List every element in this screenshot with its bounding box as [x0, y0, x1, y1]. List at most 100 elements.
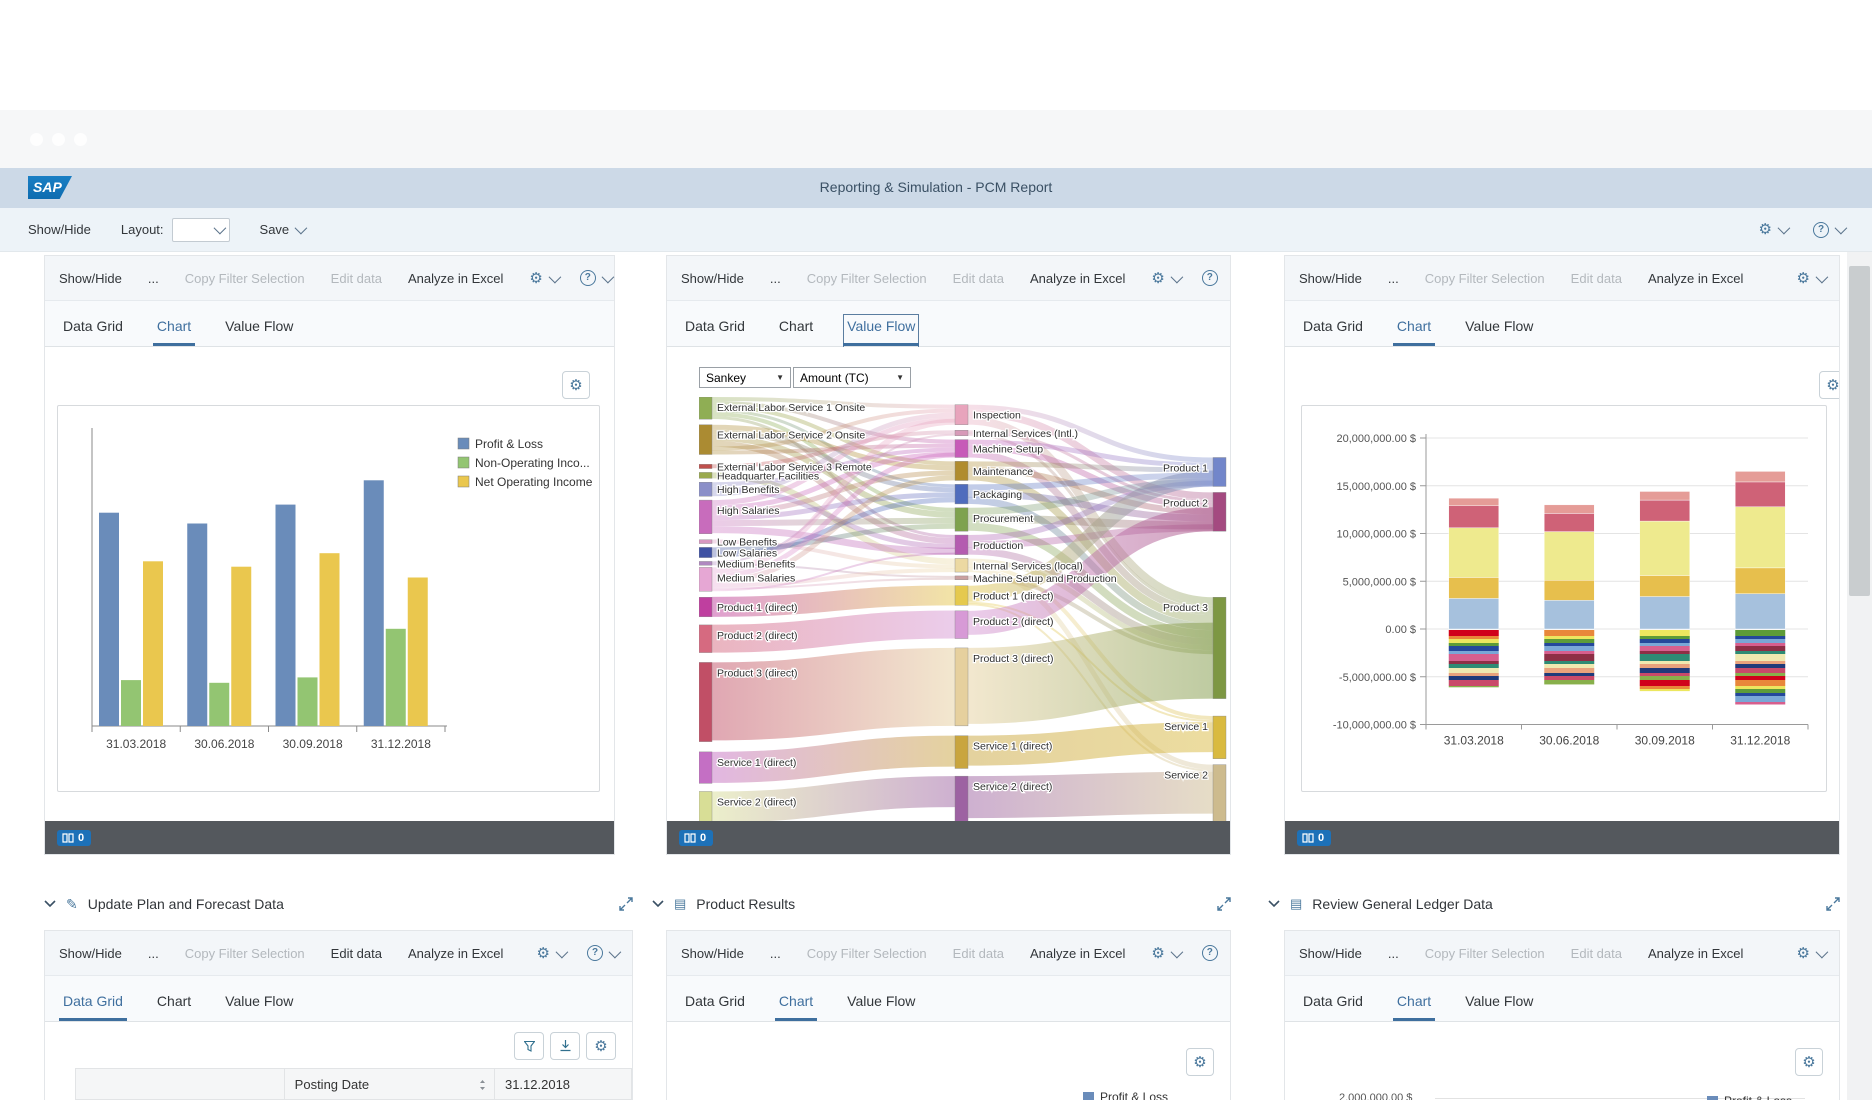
help-menu-button[interactable]: ? — [1813, 221, 1848, 238]
copy-filter-selection-button[interactable]: Copy Filter Selection — [184, 270, 305, 286]
show-hide-button[interactable]: Show/Hide — [59, 945, 122, 961]
sankey-measure-select[interactable]: Amount (TC) ▼ — [793, 367, 911, 388]
panel-settings-button[interactable]: ⚙ — [1151, 945, 1184, 961]
tab-chart[interactable]: Chart — [774, 993, 818, 1021]
show-hide-button[interactable]: Show/Hide — [28, 222, 91, 237]
svg-text:High Benefits: High Benefits — [717, 484, 779, 496]
layout-select[interactable] — [171, 217, 230, 242]
annotations-badge[interactable]: 0 — [1297, 829, 1332, 846]
expand-icon[interactable] — [1826, 897, 1840, 911]
panel-help-button[interactable]: ? — [587, 945, 622, 961]
annotations-badge[interactable]: 0 — [57, 829, 92, 846]
show-hide-button[interactable]: Show/Hide — [681, 945, 744, 961]
posting-date-header-cell[interactable]: Posting Date — [283, 1068, 495, 1100]
tab-chart[interactable]: Chart — [1392, 318, 1436, 346]
show-hide-button[interactable]: Show/Hide — [59, 270, 122, 286]
panel-settings-button[interactable]: ⚙ — [529, 270, 562, 286]
scrollbar-thumb[interactable] — [1849, 266, 1870, 596]
tab-value-flow[interactable]: Value Flow — [1465, 993, 1534, 1009]
analyze-in-excel-button[interactable]: Analyze in Excel — [408, 945, 504, 961]
panel-settings-button[interactable]: ⚙ — [1797, 270, 1829, 286]
panel-help-button[interactable]: ? — [579, 270, 615, 286]
tab-data-grid[interactable]: Data Grid — [63, 318, 123, 334]
window-control-dot[interactable] — [74, 133, 87, 146]
collapse-chevron-icon[interactable] — [652, 900, 664, 908]
analyze-in-excel-button[interactable]: Analyze in Excel — [1030, 945, 1126, 961]
table-header-row: Posting Date 31.12.2018 — [75, 1068, 633, 1100]
tab-data-grid[interactable]: Data Grid — [59, 993, 127, 1021]
collapse-chevron-icon[interactable] — [1268, 900, 1280, 908]
tab-chart[interactable]: Chart — [152, 318, 196, 346]
show-hide-button[interactable]: Show/Hide — [681, 270, 744, 286]
panel-settings-button[interactable]: ⚙ — [537, 945, 569, 961]
tab-chart[interactable]: Chart — [156, 993, 192, 1009]
overflow-button[interactable]: ... — [1387, 945, 1399, 961]
analyze-in-excel-button[interactable]: Analyze in Excel — [1648, 270, 1744, 286]
panel-settings-button[interactable]: ⚙ — [1797, 945, 1829, 961]
tab-data-grid[interactable]: Data Grid — [1303, 318, 1363, 334]
analyze-in-excel-button[interactable]: Analyze in Excel — [408, 270, 504, 286]
copy-filter-selection-button[interactable]: Copy Filter Selection — [1424, 270, 1545, 286]
tab-chart[interactable]: Chart — [778, 318, 814, 334]
panel-help-button[interactable]: ? — [1201, 270, 1218, 286]
copy-filter-selection-button[interactable]: Copy Filter Selection — [806, 945, 927, 961]
edit-data-button[interactable]: Edit data — [1570, 270, 1622, 286]
expand-icon[interactable] — [619, 897, 633, 911]
analyze-in-excel-button[interactable]: Analyze in Excel — [1648, 945, 1744, 961]
gear-icon: ⚙ — [1758, 221, 1772, 238]
expand-icon[interactable] — [1217, 897, 1231, 911]
panel-settings-button[interactable]: ⚙ — [1151, 270, 1184, 286]
tab-value-flow[interactable]: Value Flow — [843, 314, 920, 350]
tab-value-flow[interactable]: Value Flow — [1465, 318, 1534, 334]
panel-help-button[interactable]: ? — [1201, 945, 1218, 961]
annotations-badge[interactable]: 0 — [679, 829, 714, 846]
tab-data-grid[interactable]: Data Grid — [685, 993, 745, 1009]
gear-icon: ⚙ — [1826, 376, 1839, 394]
tab-value-flow[interactable]: Value Flow — [225, 993, 294, 1009]
grid-icon: ▤ — [674, 896, 687, 911]
show-hide-button[interactable]: Show/Hide — [1299, 270, 1362, 286]
tab-value-flow[interactable]: Value Flow — [847, 993, 916, 1009]
svg-text:31.12.2018: 31.12.2018 — [371, 737, 431, 751]
edit-data-button[interactable]: Edit data — [330, 270, 382, 286]
copy-filter-selection-button[interactable]: Copy Filter Selection — [184, 945, 305, 961]
copy-filter-selection-button[interactable]: Copy Filter Selection — [806, 270, 927, 286]
chart-settings-button[interactable]: ⚙ — [1819, 371, 1839, 399]
posting-date-value-cell[interactable]: 31.12.2018 — [493, 1068, 633, 1100]
settings-menu-button[interactable]: ⚙ — [1758, 221, 1791, 238]
tab-data-grid[interactable]: Data Grid — [1303, 993, 1363, 1009]
collapse-chevron-icon[interactable] — [44, 900, 56, 908]
overflow-button[interactable]: ... — [769, 945, 781, 961]
show-hide-button[interactable]: Show/Hide — [1299, 945, 1362, 961]
save-button[interactable]: Save — [259, 222, 290, 237]
edit-data-button[interactable]: Edit data — [952, 945, 1004, 961]
row-header-cell[interactable] — [75, 1068, 285, 1100]
analyze-in-excel-button[interactable]: Analyze in Excel — [1030, 270, 1126, 286]
svg-text:Product 2 (direct): Product 2 (direct) — [717, 630, 798, 642]
overflow-button[interactable]: ... — [147, 945, 159, 961]
window-control-dot[interactable] — [52, 133, 65, 146]
chart-settings-button[interactable]: ⚙ — [1795, 1048, 1823, 1076]
help-icon: ? — [587, 945, 603, 961]
filter-button[interactable] — [514, 1032, 544, 1060]
window-control-dot[interactable] — [30, 133, 43, 146]
tab-chart[interactable]: Chart — [1392, 993, 1436, 1021]
tab-data-grid[interactable]: Data Grid — [685, 318, 745, 334]
overflow-button[interactable]: ... — [147, 270, 159, 286]
sankey-type-select[interactable]: Sankey ▼ — [699, 367, 791, 388]
overflow-button[interactable]: ... — [1387, 270, 1399, 286]
edit-data-button[interactable]: Edit data — [1570, 945, 1622, 961]
download-button[interactable] — [550, 1032, 580, 1060]
table-settings-button[interactable]: ⚙ — [586, 1032, 616, 1060]
svg-text:Internal Services (local): Internal Services (local) — [973, 560, 1083, 572]
overflow-button[interactable]: ... — [769, 270, 781, 286]
chart-settings-button[interactable]: ⚙ — [1186, 1048, 1214, 1076]
tab-value-flow[interactable]: Value Flow — [225, 318, 294, 334]
chart-settings-button[interactable]: ⚙ — [562, 371, 590, 399]
copy-filter-selection-button[interactable]: Copy Filter Selection — [1424, 945, 1545, 961]
page-scrollbar[interactable] — [1847, 252, 1872, 1100]
chevron-down-icon — [1777, 221, 1791, 235]
edit-data-button[interactable]: Edit data — [952, 270, 1004, 286]
edit-data-button[interactable]: Edit data — [330, 945, 382, 961]
